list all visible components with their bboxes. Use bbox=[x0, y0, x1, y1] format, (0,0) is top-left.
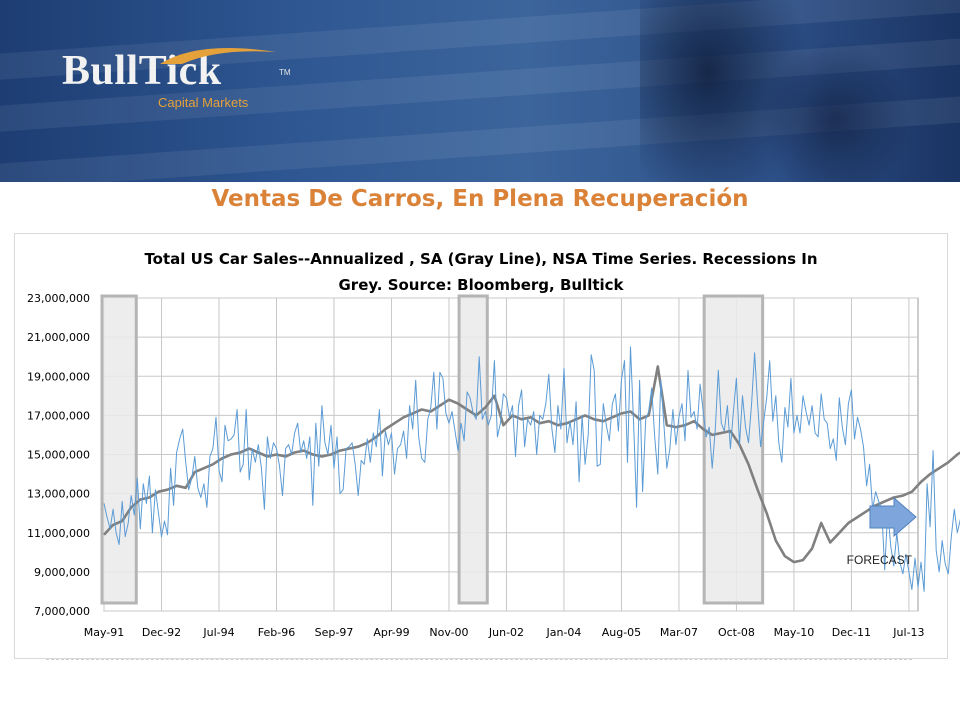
x-tick-label: Sep-97 bbox=[315, 626, 354, 639]
brand-trademark: TM bbox=[279, 68, 291, 77]
chart-title-line-2: Grey. Source: Bloomberg, Bulltick bbox=[338, 276, 624, 294]
x-tick-label: Dec-11 bbox=[832, 626, 871, 639]
x-tick-label: Jun-02 bbox=[488, 626, 524, 639]
x-tick-label: Apr-99 bbox=[373, 626, 409, 639]
x-tick-label: Jul-13 bbox=[892, 626, 924, 639]
x-tick-label: Mar-07 bbox=[660, 626, 698, 639]
forecast-arrow-icon bbox=[869, 496, 917, 538]
y-tick-label: 9,000,000 bbox=[34, 566, 90, 579]
x-tick-label: May-10 bbox=[774, 626, 815, 639]
y-tick-label: 17,000,000 bbox=[27, 409, 90, 422]
x-tick-label: Nov-00 bbox=[429, 626, 468, 639]
y-tick-label: 23,000,000 bbox=[27, 292, 90, 305]
forecast-annotation: FORECAST bbox=[847, 553, 913, 567]
x-tick-label: Oct-08 bbox=[718, 626, 755, 639]
page-headline: Ventas De Carros, En Plena Recuperación bbox=[211, 186, 749, 212]
recession-box bbox=[457, 294, 489, 605]
x-tick-label: May-91 bbox=[84, 626, 125, 639]
y-tick-label: 13,000,000 bbox=[27, 488, 90, 501]
x-tick-label: Jul-94 bbox=[202, 626, 234, 639]
x-tick-label: Dec-92 bbox=[142, 626, 181, 639]
recession-box bbox=[100, 294, 138, 605]
chart-title-line-1: Total US Car Sales--Annualized , SA (Gra… bbox=[144, 250, 818, 268]
y-tick-label: 7,000,000 bbox=[34, 605, 90, 618]
footer-divider bbox=[46, 659, 912, 660]
recession-box bbox=[702, 294, 765, 605]
x-tick-label: Jan-04 bbox=[545, 626, 581, 639]
chart-title: Total US Car Sales--Annualized , SA (Gra… bbox=[15, 246, 947, 298]
x-tick-label: Feb-96 bbox=[258, 626, 295, 639]
series-line-nsa bbox=[103, 346, 960, 592]
header-banner: BullTick TM Capital Markets bbox=[0, 0, 960, 182]
y-tick-label: 19,000,000 bbox=[27, 370, 90, 383]
brand-logo: BullTick TM Capital Markets bbox=[62, 48, 291, 110]
y-tick-label: 11,000,000 bbox=[27, 527, 90, 540]
x-tick-label: Aug-05 bbox=[602, 626, 641, 639]
y-tick-label: 21,000,000 bbox=[27, 331, 90, 344]
banner-photo-figure bbox=[760, 40, 910, 182]
y-tick-label: 15,000,000 bbox=[27, 449, 90, 462]
brand-tagline: Capital Markets bbox=[158, 95, 249, 110]
logo-swoosh-icon bbox=[160, 48, 276, 64]
